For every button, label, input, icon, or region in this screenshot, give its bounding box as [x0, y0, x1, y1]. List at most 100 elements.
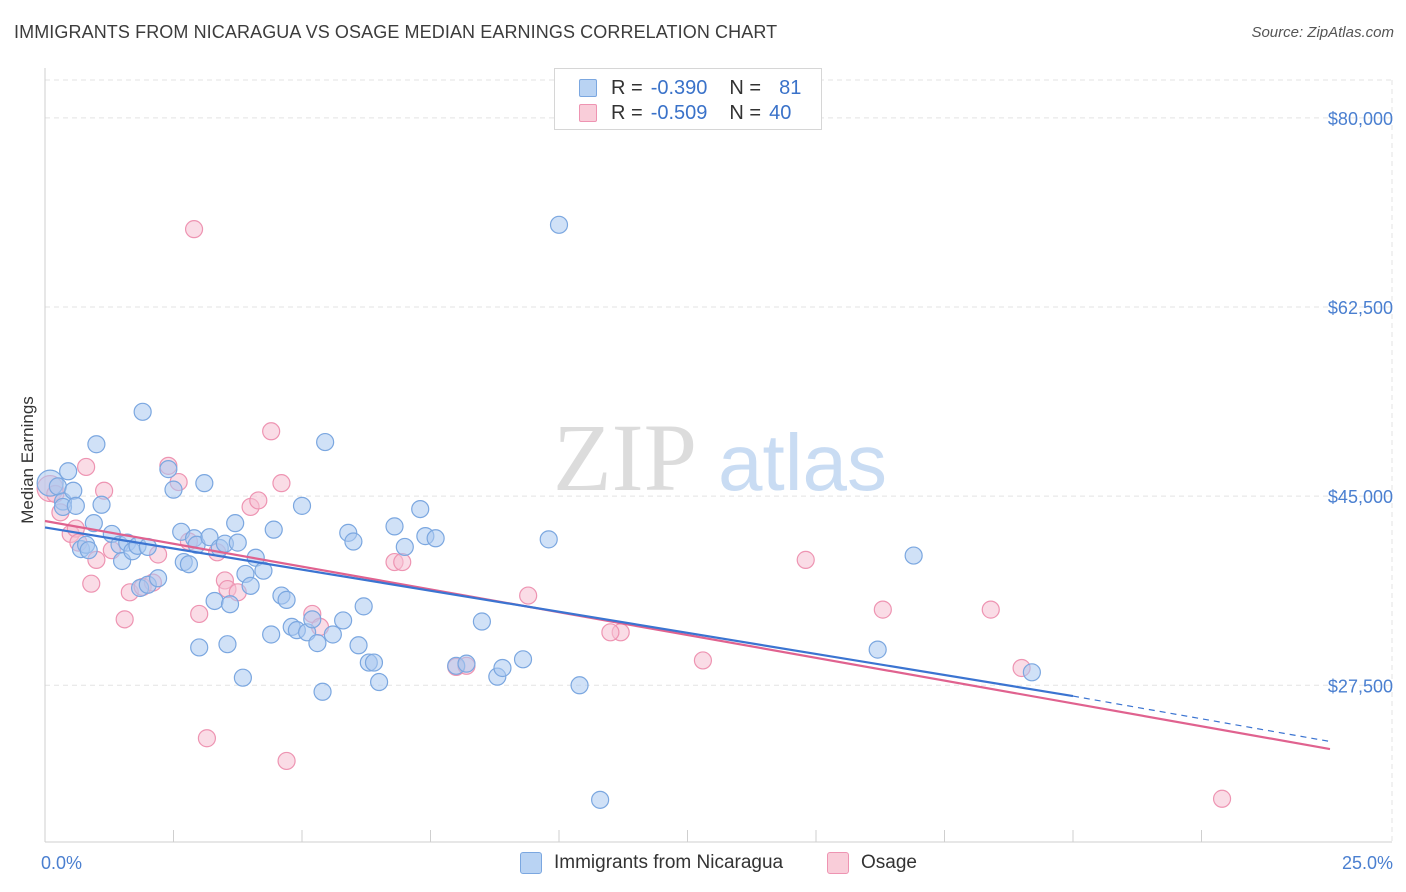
legend-n-value: 40 — [769, 101, 792, 124]
nicaragua-point — [59, 462, 78, 481]
osage-point — [184, 220, 204, 239]
osage-point — [190, 604, 209, 624]
nicaragua-point — [66, 496, 85, 515]
nicaragua-point — [264, 520, 283, 539]
y-axis-label: Median Earnings — [18, 396, 37, 524]
nicaragua-point — [411, 499, 430, 519]
legend-swatch-pink — [579, 104, 597, 122]
nicaragua-point — [904, 546, 923, 565]
nicaragua-point — [195, 474, 214, 493]
legend: R = -0.390 N = 81 R = -0.509 N = 40 — [554, 68, 822, 130]
nicaragua-point — [344, 532, 363, 551]
nicaragua-point — [164, 480, 183, 499]
axes — [44, 68, 1392, 843]
nicaragua-point — [64, 481, 83, 500]
nicaragua-point — [92, 495, 111, 514]
bottom-legend-nicaragua: Immigrants from Nicaragua — [520, 852, 783, 874]
osage-point — [272, 474, 291, 493]
nicaragua-point — [354, 597, 373, 616]
osage-point — [796, 550, 815, 569]
nicaragua-point — [133, 402, 152, 421]
osage-point — [981, 600, 1000, 619]
osage-point — [77, 457, 96, 477]
nicaragua-point — [426, 529, 445, 548]
nicaragua-point — [364, 653, 384, 672]
nicaragua-point — [549, 215, 569, 234]
watermark-zip: ZIP — [553, 404, 697, 511]
osage-point — [249, 491, 268, 510]
nicaragua-point — [226, 514, 245, 533]
osage-point — [519, 586, 538, 605]
nicaragua-point — [262, 625, 281, 644]
bottom-legend-label: Immigrants from Nicaragua — [554, 852, 784, 873]
legend-r-label: R = — [611, 76, 643, 99]
x-tick-labels: 0.0% 25.0% — [41, 853, 1393, 873]
nicaragua-point — [513, 650, 533, 669]
nicaragua-point — [591, 790, 610, 809]
watermark-atlas: atlas — [718, 418, 887, 507]
osage-point — [115, 610, 134, 629]
nicaragua-point — [316, 432, 335, 452]
bottom-legend-swatch-pink — [827, 852, 849, 874]
nicaragua-point — [303, 610, 322, 629]
y-tick-label: $80,000 — [1328, 109, 1393, 129]
legend-r-label: R = — [611, 101, 643, 124]
nicaragua-point — [179, 555, 199, 574]
bottom-legend-swatch-blue — [520, 852, 542, 874]
nicaragua-point — [205, 591, 224, 611]
nicaragua-point — [868, 640, 887, 659]
source-label: Source: ZipAtlas.com — [1251, 24, 1394, 41]
legend-n-label: N = — [729, 76, 762, 99]
nicaragua-point — [277, 590, 296, 609]
osage-point — [393, 552, 412, 572]
nicaragua-point — [48, 477, 67, 496]
nicaragua-trend-extension — [1072, 695, 1331, 743]
osage-point — [277, 751, 296, 771]
nicaragua-point — [539, 530, 558, 549]
x-tick-label: 0.0% — [41, 853, 82, 873]
osage-point — [693, 651, 713, 670]
legend-r-value: -0.509 — [650, 101, 708, 124]
legend-row-osage: R = -0.509 N = 40 — [579, 101, 791, 125]
legend-row-nicaragua: R = -0.390 N = 81 — [579, 76, 801, 100]
y-tick-label: $45,000 — [1328, 487, 1393, 507]
nicaragua-point — [472, 612, 491, 631]
legend-r-value: -0.390 — [650, 76, 708, 99]
nicaragua-point — [570, 676, 589, 695]
y-tick-label: $27,500 — [1328, 676, 1393, 696]
nicaragua-point — [313, 682, 332, 701]
osage-point — [82, 574, 101, 593]
nicaragua-point — [241, 576, 260, 595]
osage-point — [262, 422, 281, 441]
y-tick-label: $62,500 — [1328, 298, 1393, 318]
y-tick-labels: $80,000 $62,500 $45,000 $27,500 — [1328, 109, 1393, 696]
osage-point — [873, 600, 892, 619]
x-tick-label: 25.0% — [1342, 853, 1393, 873]
osage-point — [197, 729, 217, 748]
nicaragua-point — [308, 634, 327, 653]
nicaragua-point — [148, 569, 168, 588]
bottom-legend-osage: Osage — [827, 852, 917, 874]
osage-point — [601, 623, 620, 642]
nicaragua-point — [457, 654, 476, 673]
nicaragua-point — [292, 496, 312, 515]
osage-point — [1212, 789, 1232, 808]
nicaragua-point — [220, 595, 240, 614]
grid-lines — [45, 79, 1393, 842]
nicaragua-point — [218, 635, 237, 654]
nicaragua-points — [36, 215, 1041, 809]
nicaragua-point — [190, 638, 209, 657]
nicaragua-point — [79, 541, 98, 560]
nicaragua-point — [84, 514, 103, 533]
osage-points — [36, 220, 1232, 808]
bottom-legend-label: Osage — [861, 852, 917, 873]
nicaragua-point — [87, 435, 106, 454]
nicaragua-point — [493, 658, 512, 678]
nicaragua-point — [228, 533, 247, 552]
nicaragua-trend-line — [44, 526, 1074, 698]
nicaragua-point — [323, 625, 342, 644]
nicaragua-point — [395, 537, 414, 557]
nicaragua-point — [1022, 663, 1041, 682]
watermark: ZIP atlas — [553, 404, 887, 511]
